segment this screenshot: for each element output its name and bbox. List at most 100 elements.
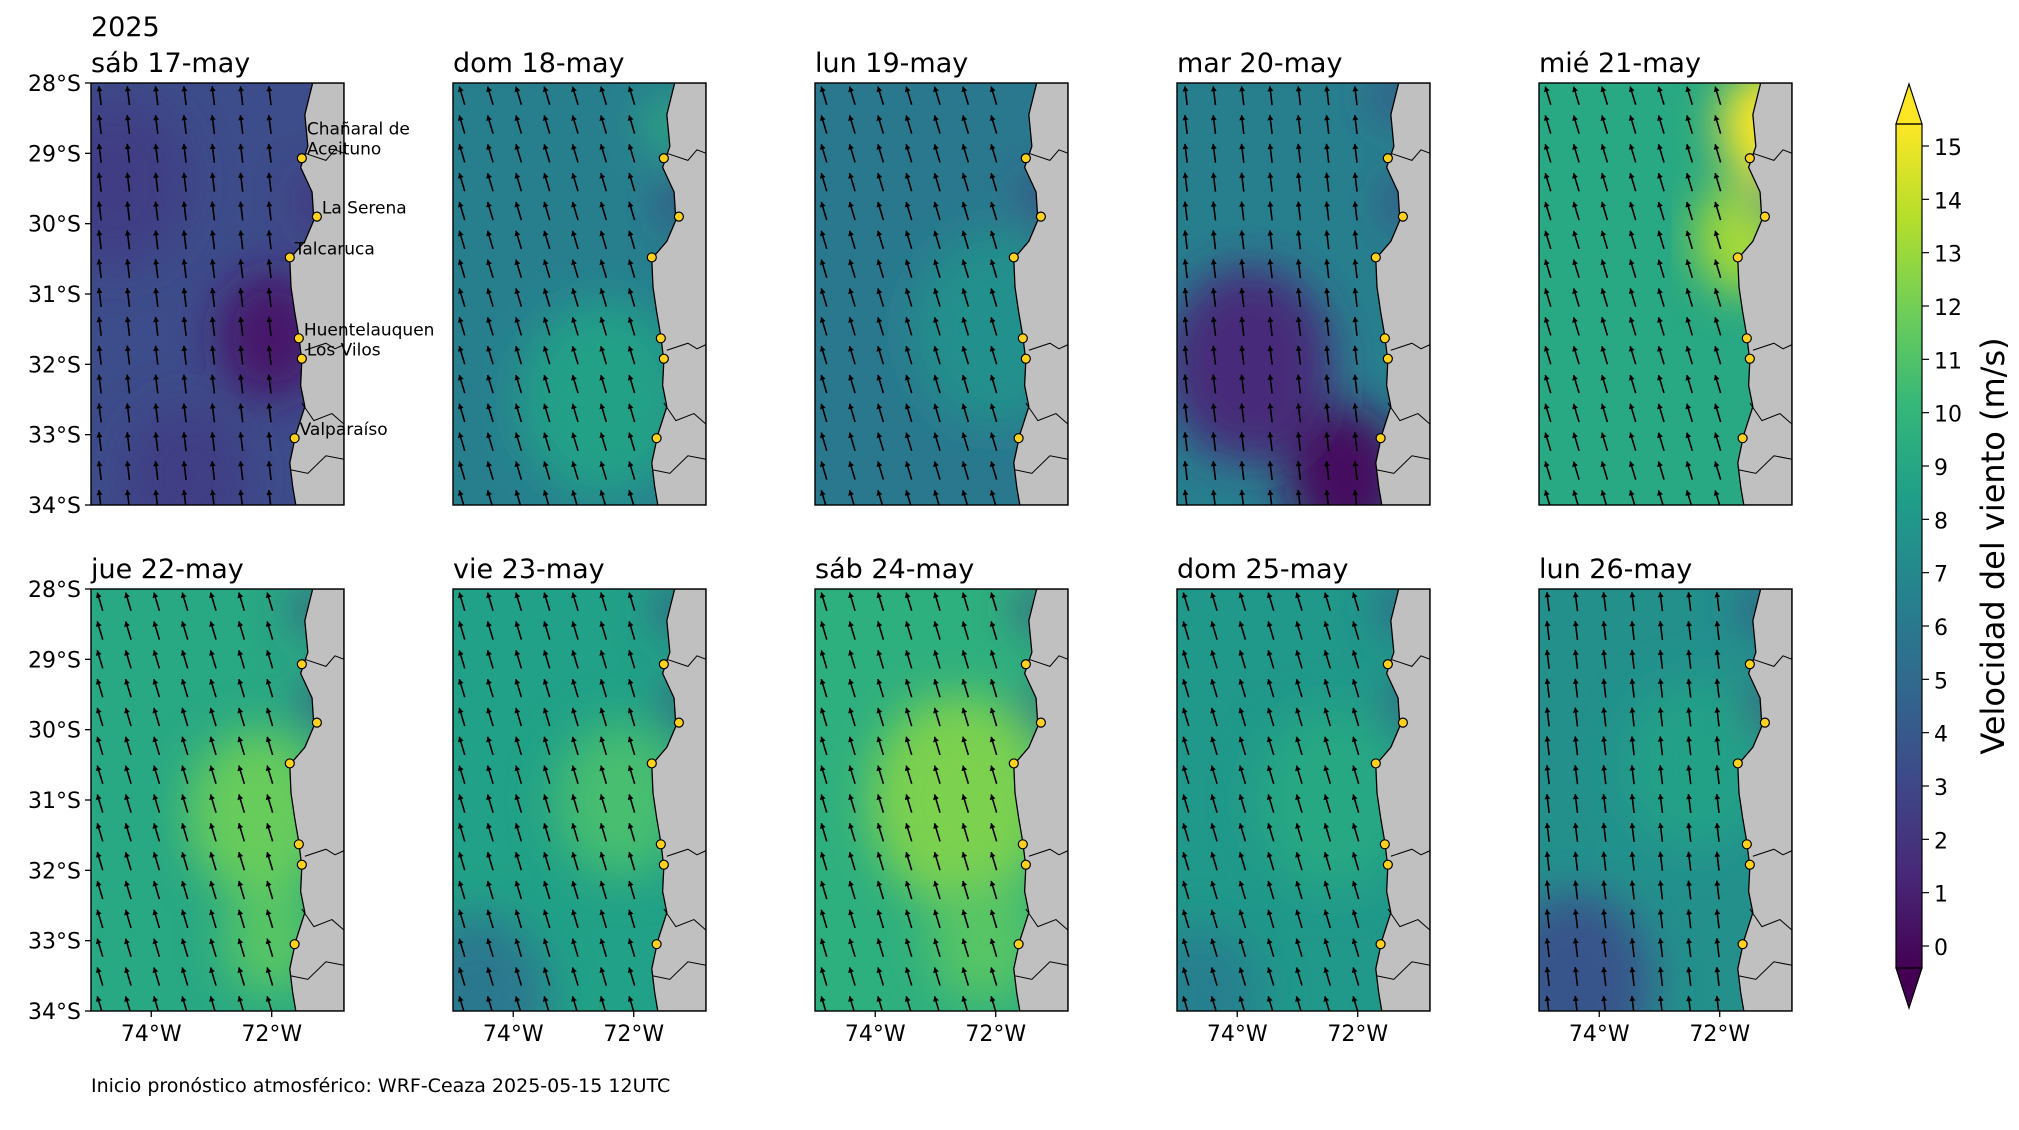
wind-arrow xyxy=(1629,793,1636,814)
map-panel-9: dom 25-may 74°W 72°W xyxy=(1176,554,1431,1047)
lat-tick-label: 30°S xyxy=(28,213,81,238)
panel-frame xyxy=(814,82,1069,506)
wind-arrow xyxy=(542,345,551,365)
wind-arrow xyxy=(180,851,189,871)
wind-arrow xyxy=(627,461,636,480)
city-marker xyxy=(1020,153,1031,164)
colorbar-tick-label: 14 xyxy=(1934,189,1962,214)
wind-arrow xyxy=(989,317,998,336)
wind-arrow xyxy=(933,880,941,900)
region-border xyxy=(652,455,706,474)
wind-arrow xyxy=(514,765,523,785)
wind-arrow xyxy=(627,115,636,134)
wind-arrow xyxy=(1210,996,1217,1011)
wind-arrow xyxy=(542,765,551,785)
wind-arrow xyxy=(1601,880,1608,900)
wind-arrow xyxy=(1352,172,1359,192)
wind-arrow xyxy=(848,736,856,756)
wind-arrow xyxy=(1629,765,1636,785)
wind-arrow xyxy=(181,461,188,481)
region-border xyxy=(666,655,706,667)
wind-arrow xyxy=(486,967,494,986)
region-border xyxy=(290,455,344,474)
map-panel-8: sáb 24-may 74°W 72°W xyxy=(814,554,1069,1047)
wind-arrow xyxy=(1210,230,1217,250)
wind-arrow xyxy=(209,172,216,192)
wind-arrow xyxy=(96,489,103,505)
wind-arrow xyxy=(1629,851,1636,871)
wind-arrow xyxy=(933,967,941,986)
wind-arrow xyxy=(457,374,466,394)
wind-arrow xyxy=(95,765,104,785)
colorbar-frame xyxy=(1895,123,1923,969)
wind-arrow xyxy=(238,201,245,221)
wind-arrow xyxy=(457,317,466,336)
wind-arrow xyxy=(1323,678,1332,698)
wind-arrow xyxy=(1657,620,1664,641)
wind-arrow xyxy=(1182,345,1189,365)
wind-arrow xyxy=(1351,823,1360,842)
wind-arrow xyxy=(961,317,970,336)
wind-arrow xyxy=(989,650,998,669)
wind-arrow xyxy=(486,144,494,163)
wind-arrow xyxy=(1686,938,1693,958)
wind-arrow xyxy=(124,909,132,929)
panel-title: dom 18-may xyxy=(453,48,624,79)
city-label: Talcaruca xyxy=(294,239,375,259)
wind-speed-anomaly xyxy=(869,694,1050,906)
wind-arrow xyxy=(542,909,551,929)
wind-arrow xyxy=(1714,592,1721,612)
wind-arrow xyxy=(514,650,523,669)
wind-arrow xyxy=(209,996,216,1011)
wind-arrow xyxy=(1182,432,1189,452)
wind-arrow xyxy=(181,316,188,336)
wind-arrow xyxy=(1657,461,1665,480)
city-marker xyxy=(1017,333,1028,344)
wind-arrow xyxy=(961,736,970,756)
colorbar-extend-min xyxy=(1895,967,1923,1010)
wind-arrow xyxy=(1685,115,1694,134)
wind-arrow xyxy=(1544,707,1551,727)
wind-arrow xyxy=(542,592,551,611)
wind-arrow xyxy=(1351,880,1360,900)
wind-arrow xyxy=(1600,374,1609,394)
wind-arrow xyxy=(180,938,189,958)
wind-arrow xyxy=(989,403,998,423)
wind-arrow xyxy=(1352,230,1359,250)
wind-arrow xyxy=(1239,374,1246,394)
panel-title: vie 23-may xyxy=(453,554,605,585)
wind-arrow xyxy=(1324,172,1331,192)
wind-arrow xyxy=(153,143,160,163)
wind-arrow xyxy=(904,938,913,958)
wind-arrow xyxy=(848,374,856,394)
wind-arrow xyxy=(1713,201,1722,221)
region-border xyxy=(301,908,344,931)
wind-arrow xyxy=(124,461,131,481)
city-marker xyxy=(673,211,684,222)
wind-arrow xyxy=(152,880,161,900)
wind-arrow xyxy=(819,230,828,250)
wind-arrow xyxy=(124,880,132,900)
wind-arrow xyxy=(1324,345,1331,365)
year-label: 2025 xyxy=(91,12,160,43)
city-marker xyxy=(1382,353,1393,364)
wind-arrow xyxy=(1572,592,1579,612)
wind-arrow xyxy=(124,230,131,250)
wind-arrow xyxy=(989,678,998,698)
region-border xyxy=(1390,655,1430,667)
wind-arrow xyxy=(237,909,246,929)
wind-arrow xyxy=(599,678,608,698)
colorbar-extend-max xyxy=(1895,82,1923,125)
wind-arrow xyxy=(599,650,608,669)
wind-arrow xyxy=(514,144,523,163)
panel-title: jue 22-may xyxy=(90,554,244,585)
wind-arrow xyxy=(457,172,466,192)
city-marker xyxy=(284,252,295,263)
wind-arrow xyxy=(514,288,523,307)
wind-arrow xyxy=(627,374,636,394)
wind-arrow xyxy=(961,880,970,900)
wind-arrow xyxy=(989,592,998,611)
wind-arrow xyxy=(1686,909,1693,929)
wind-arrow xyxy=(819,115,828,134)
wind-arrow xyxy=(627,765,636,785)
